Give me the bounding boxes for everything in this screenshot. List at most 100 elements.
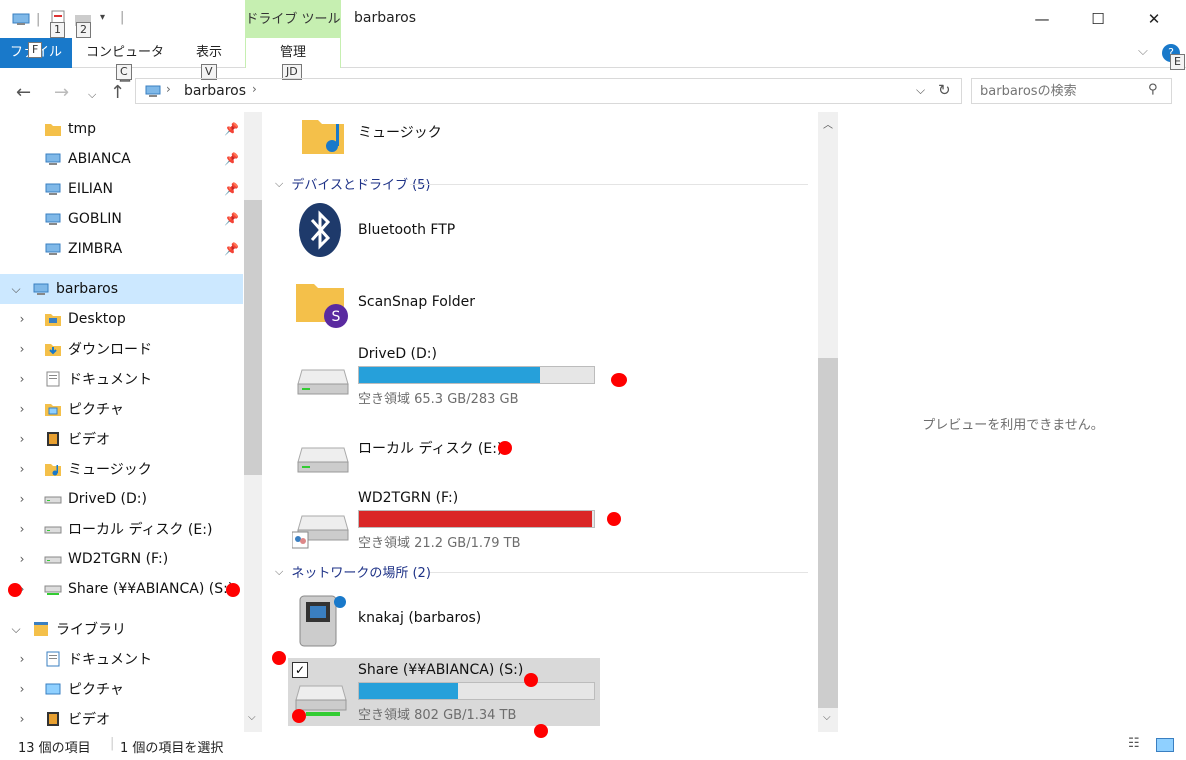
nav-scrollbar-thumb[interactable] (244, 200, 262, 475)
network-group-header[interactable]: ⌵ ネットワークの場所 (2) (275, 564, 431, 582)
chevron-down-icon[interactable]: ⌵ (11, 281, 21, 296)
breadcrumb-chevron-icon[interactable]: › (252, 82, 257, 96)
chevron-right-icon[interactable]: › (19, 462, 25, 476)
nav-item-share-s[interactable]: › Share (¥¥ABIANCA) (S:) (0, 574, 243, 604)
chevron-right-icon[interactable]: › (19, 492, 25, 506)
nav-item-tmp[interactable]: tmp 📌 (0, 114, 243, 144)
nav-item-drive-e[interactable]: › ローカル ディスク (E:) (0, 514, 243, 544)
chevron-right-icon[interactable]: › (19, 522, 25, 536)
large-icons-view-icon[interactable] (1156, 738, 1174, 752)
content-scrollbar-thumb[interactable] (818, 358, 838, 708)
marker-dot (272, 651, 286, 665)
breadcrumb-chevron-icon[interactable]: › (166, 82, 171, 96)
device-drive-e[interactable]: ローカル ディスク (E:) (288, 422, 608, 482)
chevron-right-icon[interactable]: › (19, 312, 25, 326)
pin-icon[interactable]: 📌 (224, 152, 239, 166)
nav-item-downloads[interactable]: › ダウンロード (0, 334, 243, 364)
nav-item-zimbra[interactable]: ZIMBRA 📌 (0, 234, 243, 264)
scroll-down-icon[interactable]: ⌵ (823, 712, 831, 723)
nav-item-eilian[interactable]: EILIAN 📌 (0, 174, 243, 204)
nav-item-drive-f[interactable]: › WD2TGRN (F:) (0, 544, 243, 574)
network-share-s[interactable]: ✓ Share (¥¥ABIANCA) (S:) 空き領域 802 GB/1.3… (288, 658, 600, 726)
pictures-folder-icon (45, 404, 61, 416)
nav-item-desktop[interactable]: › Desktop (0, 304, 243, 334)
nav-item-abianca[interactable]: ABIANCA 📌 (0, 144, 243, 174)
downloads-folder-icon (45, 344, 61, 356)
drive-icon (44, 526, 62, 534)
search-input[interactable] (980, 80, 1150, 102)
breadcrumb-barbaros[interactable]: barbaros (184, 83, 246, 99)
bluetooth-icon (299, 203, 341, 257)
address-bar[interactable]: › barbaros › ⌵ ↻ (135, 78, 962, 104)
customize-qat-icon[interactable]: ▾ (100, 12, 106, 23)
chevron-right-icon[interactable]: › (19, 372, 25, 386)
marker-dot (226, 583, 240, 597)
computer-icon (45, 153, 61, 165)
search-box[interactable]: ⚲ (971, 78, 1172, 104)
chevron-right-icon[interactable]: › (19, 582, 25, 596)
devices-group-header[interactable]: ⌵ デバイスとドライブ (5) (275, 176, 431, 194)
nav-item-pictures[interactable]: › ピクチャ (0, 394, 243, 424)
pin-icon[interactable]: 📌 (224, 212, 239, 226)
forward-arrow-icon[interactable]: → (54, 82, 70, 103)
preview-message: プレビューを利用できません。 (922, 418, 1104, 433)
chevron-right-icon[interactable]: › (19, 682, 25, 696)
selection-checkbox[interactable]: ✓ (292, 662, 308, 678)
pin-icon[interactable]: 📌 (224, 242, 239, 256)
device-scansnap[interactable]: S ScanSnap Folder (288, 270, 608, 334)
recent-locations-icon[interactable]: ⌵ (88, 88, 97, 101)
nav-item-library-pictures[interactable]: › ピクチャ (0, 674, 243, 704)
preview-pane: プレビューを利用できません。 (840, 112, 1186, 732)
nav-item-library-videos[interactable]: › ビデオ (0, 704, 243, 732)
details-view-icon[interactable]: ☷ (1128, 736, 1140, 751)
scroll-down-icon[interactable]: ⌵ (248, 712, 256, 723)
up-arrow-icon[interactable]: ↑ (110, 82, 126, 103)
nav-item-videos[interactable]: › ビデオ (0, 424, 243, 454)
nav-item-drive-d[interactable]: › DriveD (D:) (0, 484, 243, 514)
navigation-bar: ← → ⌵ ↑ (0, 76, 1186, 108)
keytip-computer: C (116, 64, 132, 80)
chevron-right-icon[interactable]: › (19, 712, 25, 726)
pin-icon[interactable]: 📌 (224, 122, 239, 136)
chevron-right-icon[interactable]: › (19, 402, 25, 416)
pin-icon[interactable]: 📌 (224, 182, 239, 196)
tab-manage[interactable]: 管理 (245, 38, 341, 68)
refresh-icon[interactable]: ↻ (938, 81, 951, 99)
chevron-down-icon[interactable]: ⌵ (275, 564, 284, 578)
new-folder-icon[interactable] (72, 8, 94, 30)
chevron-right-icon[interactable]: › (19, 432, 25, 446)
address-dropdown-icon[interactable]: ⌵ (916, 83, 926, 97)
minimize-button[interactable]: — (1034, 10, 1050, 28)
nav-item-library-documents[interactable]: › ドキュメント (0, 644, 243, 674)
tab-view[interactable]: 表示 (195, 45, 222, 60)
network-drive-icon (295, 685, 347, 716)
music-folder-icon (45, 464, 61, 476)
nav-item-library[interactable]: ⌵ ライブラリ (0, 614, 243, 644)
network-knakaj[interactable]: knakaj (barbaros) (288, 586, 608, 650)
chevron-down-icon[interactable]: ⌵ (11, 621, 21, 636)
device-bluetooth[interactable]: Bluetooth FTP (288, 198, 608, 262)
search-icon[interactable]: ⚲ (1148, 82, 1158, 97)
drive-icon (44, 496, 62, 504)
scroll-up-icon[interactable]: ︿ (823, 120, 833, 131)
expand-ribbon-icon[interactable]: ⌵ (1138, 44, 1148, 59)
device-drive-d[interactable]: DriveD (D:) 空き領域 65.3 GB/283 GB (288, 342, 608, 408)
computer-icon (145, 85, 161, 97)
svg-text:S: S (332, 309, 341, 325)
chevron-right-icon[interactable]: › (19, 552, 25, 566)
music-item[interactable]: ミュージック (288, 112, 608, 160)
nav-item-this-pc[interactable]: ⌵ barbaros (0, 274, 243, 304)
chevron-right-icon[interactable]: › (19, 652, 25, 666)
close-button[interactable]: ✕ (1147, 10, 1161, 28)
back-arrow-icon[interactable]: ← (16, 82, 32, 103)
nav-item-documents[interactable]: › ドキュメント (0, 364, 243, 394)
network-drive-icon (44, 585, 62, 595)
chevron-right-icon[interactable]: › (19, 342, 25, 356)
title-bar: | 1 2 ▾ | ドライブ ツール barbaros — ☐ ✕ (0, 0, 1186, 38)
maximize-button[interactable]: ☐ (1091, 10, 1105, 28)
nav-item-goblin[interactable]: GOBLIN 📌 (0, 204, 243, 234)
window-title: barbaros (354, 10, 416, 26)
device-drive-f[interactable]: WD2TGRN (F:) 空き領域 21.2 GB/1.79 TB (288, 486, 608, 552)
nav-item-music[interactable]: › ミュージック (0, 454, 243, 484)
chevron-down-icon[interactable]: ⌵ (275, 176, 284, 190)
